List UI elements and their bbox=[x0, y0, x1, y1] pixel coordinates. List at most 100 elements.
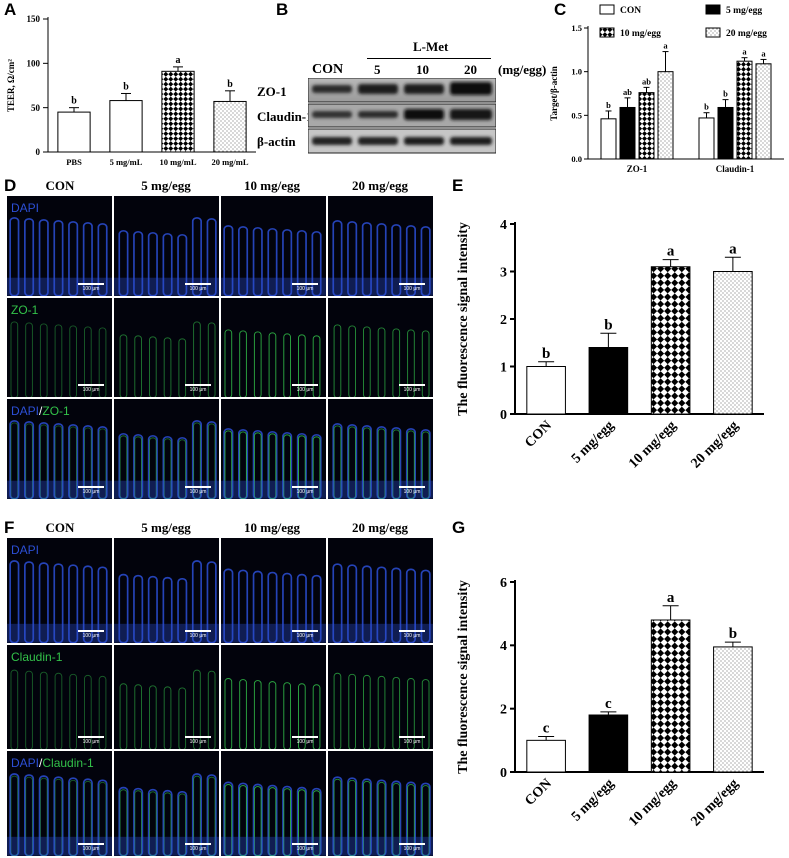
micrograph-zo1-r2-c3: 100 μm bbox=[328, 399, 433, 499]
blot-dose-unit: (mg/egg) bbox=[498, 62, 547, 77]
bar bbox=[698, 117, 715, 160]
scale-bar: 100 μm bbox=[399, 736, 425, 745]
villus-tight-junction bbox=[134, 790, 142, 856]
villus-tight-junction bbox=[119, 682, 128, 750]
villus-tight-junction bbox=[253, 786, 262, 856]
significance-letter: a bbox=[663, 41, 668, 51]
bar bbox=[717, 106, 734, 160]
micrograph-zo1-r1-c2: 100 μm bbox=[221, 297, 326, 398]
micrograph-claudin1-r1-c1: 100 μm bbox=[114, 644, 219, 750]
micrograph-claudin1-r2-c0: DAPI/Claudin-1 100 μm bbox=[7, 751, 112, 856]
micrograph-zo1-r2-c1: 100 μm bbox=[114, 399, 219, 499]
villus-nuclei bbox=[206, 421, 217, 499]
zo1-fluorescence-bar-chart: 0 1 2 3 4 The fluorescence signal intensity b C… bbox=[456, 218, 764, 471]
micro-d-grid: DAPI 100 μm 100 μm 100 μm 100 μm ZO-1 100 μm 10… bbox=[7, 196, 433, 499]
villus-tight-junction bbox=[149, 685, 157, 750]
villus-nuclei bbox=[282, 786, 293, 856]
villus-tight-junction bbox=[348, 780, 356, 856]
villus-nuclei bbox=[238, 569, 249, 643]
villus-nuclei bbox=[118, 573, 129, 643]
villus-nuclei bbox=[147, 789, 158, 856]
micrograph-image bbox=[119, 669, 216, 750]
villus-tight-junction bbox=[224, 784, 233, 856]
villus-tight-junction bbox=[377, 327, 386, 398]
micro-d-col-con: CON bbox=[45, 178, 75, 193]
villus-nuclei bbox=[206, 218, 217, 296]
villus-nuclei bbox=[162, 790, 173, 856]
blot-band bbox=[404, 137, 444, 145]
villus-tight-junction bbox=[224, 329, 233, 398]
villus-tight-junction bbox=[39, 323, 48, 398]
villus-tight-junction bbox=[84, 427, 92, 499]
scale-bar: 100 μm bbox=[399, 283, 425, 292]
significance-letter: a bbox=[176, 55, 181, 66]
villus-nuclei bbox=[147, 575, 158, 643]
micrograph-zo1-r2-c0: DAPI/ZO-1 100 μm bbox=[7, 399, 112, 499]
bar bbox=[638, 92, 655, 160]
bar bbox=[588, 347, 629, 415]
micrograph-image bbox=[224, 329, 321, 398]
scale-bar: 100 μm bbox=[292, 630, 318, 639]
panel-label-d: D bbox=[4, 176, 17, 195]
scale-bar: 100 μm bbox=[78, 283, 104, 292]
villus-nuclei bbox=[391, 224, 402, 296]
villus-tight-junction bbox=[377, 782, 386, 856]
villus-nuclei bbox=[162, 436, 173, 499]
villus-tight-junction bbox=[178, 687, 187, 750]
micrograph-image bbox=[221, 781, 326, 856]
villus-tight-junction bbox=[348, 426, 356, 499]
bar bbox=[650, 266, 691, 415]
blot-band bbox=[312, 85, 352, 93]
micrograph-claudin1-r2-c3: 100 μm bbox=[328, 751, 433, 856]
villus-nuclei bbox=[82, 778, 93, 856]
villus-nuclei bbox=[267, 785, 278, 856]
blot-row-actin: β-actin bbox=[257, 134, 296, 149]
villus-nuclei bbox=[223, 428, 234, 499]
western-blot: CON L-Met 5 10 20 (mg/egg) ZO-1 Claudin-… bbox=[255, 28, 555, 158]
micrograph-image bbox=[114, 773, 219, 856]
micrograph-image bbox=[221, 225, 326, 296]
villus-nuclei bbox=[38, 422, 49, 499]
villus-tight-junction bbox=[10, 775, 19, 856]
bar bbox=[588, 714, 629, 773]
villus-nuclei bbox=[162, 233, 173, 296]
x-tick-label: 10 mg/egg bbox=[626, 418, 679, 471]
villus-tight-junction bbox=[298, 682, 306, 750]
villus-tight-junction bbox=[25, 670, 33, 750]
villus-nuclei bbox=[133, 231, 144, 296]
micrograph-image bbox=[114, 420, 219, 499]
villus-nuclei bbox=[420, 429, 431, 499]
micrograph-image bbox=[10, 669, 107, 750]
y-tick-label: 0 bbox=[500, 766, 507, 781]
villus-tight-junction bbox=[312, 335, 321, 398]
villus-nuclei bbox=[191, 217, 202, 296]
villus-nuclei bbox=[420, 782, 431, 856]
villus-nuclei bbox=[296, 230, 307, 296]
villus-tight-junction bbox=[84, 326, 92, 398]
villus-tight-junction bbox=[407, 784, 415, 856]
villus-tight-junction bbox=[163, 686, 172, 750]
villus-tight-junction bbox=[363, 427, 371, 499]
villus-nuclei bbox=[68, 221, 79, 296]
villus-nuclei bbox=[24, 421, 35, 499]
villus-nuclei bbox=[311, 434, 322, 499]
micrograph-row-label: Claudin-1 bbox=[11, 650, 62, 664]
villus-nuclei bbox=[376, 779, 387, 856]
villus-nuclei bbox=[252, 783, 263, 856]
villus-nuclei bbox=[361, 565, 372, 643]
micrograph-image bbox=[328, 423, 433, 499]
micrograph-claudin1-r0-c1: 100 μm bbox=[114, 538, 219, 643]
scale-bar: 100 μm bbox=[185, 843, 211, 852]
villus-tight-junction bbox=[239, 330, 247, 398]
micrograph-row-label: DAPI/ZO-1 bbox=[11, 404, 70, 418]
villus-tight-junction bbox=[69, 780, 77, 856]
villus-tight-junction bbox=[134, 335, 142, 398]
villus-nuclei bbox=[133, 434, 144, 499]
villus-tight-junction bbox=[178, 338, 187, 398]
villus-tight-junction bbox=[119, 435, 128, 499]
villus-nuclei bbox=[311, 788, 322, 856]
villus-tight-junction bbox=[392, 328, 401, 398]
villus-tight-junction bbox=[298, 334, 306, 398]
scale-bar: 100 μm bbox=[292, 384, 318, 393]
villus-nuclei bbox=[332, 776, 343, 856]
